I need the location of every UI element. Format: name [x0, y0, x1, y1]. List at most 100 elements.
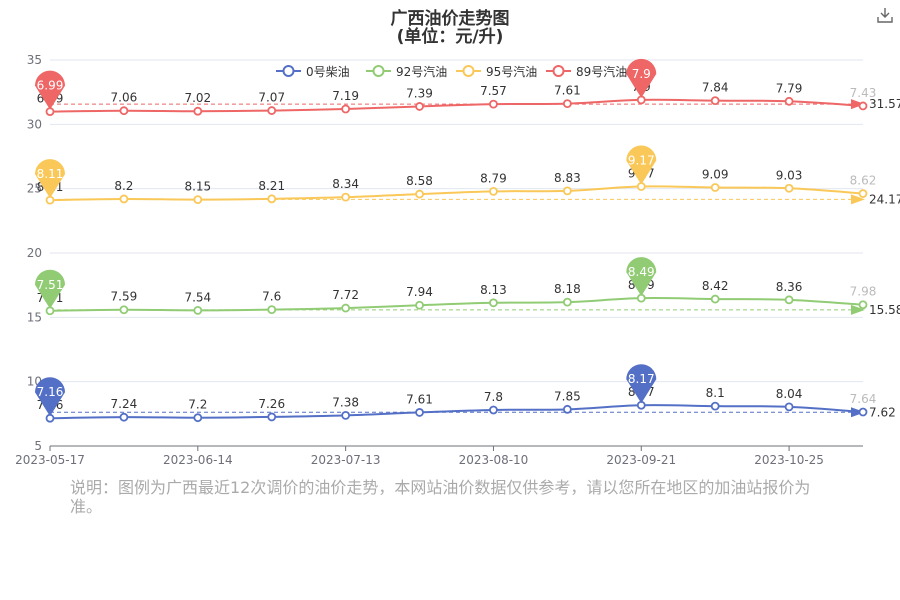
data-point	[858, 407, 868, 417]
chart-title: 广西油价走势图	[390, 9, 510, 29]
legend-item: 89号汽油	[546, 64, 627, 79]
max-pin: 8.17	[626, 364, 657, 404]
data-label: 8.36	[776, 280, 803, 294]
mark-line-arrow	[851, 99, 865, 110]
chart-subtitle: (单位：元/升)	[396, 27, 504, 47]
series-0号柴油: 7.627.167.247.27.267.387.617.87.858.178.…	[37, 385, 896, 423]
x-tick-label: 2023-09-21	[606, 453, 676, 467]
max-pin-shape	[626, 257, 657, 297]
mark-line-arrow	[851, 304, 865, 315]
data-label: 7.39	[406, 86, 433, 100]
x-tick-label: 2023-05-17	[15, 453, 85, 467]
min-pin: 7.16	[35, 377, 65, 417]
data-point	[710, 401, 720, 411]
download-icon[interactable]	[876, 6, 894, 24]
data-label: 8.79	[480, 171, 507, 185]
mark-line-label: 7.62	[869, 405, 896, 419]
data-point	[415, 300, 424, 310]
data-label: 8.83	[554, 171, 581, 185]
max-pin-shape	[626, 364, 657, 404]
x-tick-label: 2023-10-25	[754, 453, 824, 467]
data-label: 7.85	[554, 389, 581, 403]
chart-note: 说明：图例为广西最近12次调价的油价走势，本网站油价数据仅供参考，请以您所在地区…	[70, 478, 811, 516]
max-pin-label: 9.17	[628, 153, 655, 167]
data-label: 7.57	[480, 84, 507, 98]
data-point	[489, 405, 498, 415]
mark-line-label: 15.58	[869, 303, 900, 317]
series-line	[49, 297, 864, 312]
data-point	[489, 186, 498, 196]
data-label: 7.61	[406, 392, 433, 406]
data-label: 7.98	[850, 285, 877, 299]
mark-line-arrow	[851, 407, 865, 418]
data-point	[562, 404, 572, 414]
data-point	[341, 303, 351, 313]
data-label: 7.6	[262, 290, 281, 304]
data-point	[784, 295, 794, 305]
max-pin-shape	[626, 145, 657, 185]
y-tick-label: 20	[27, 246, 42, 260]
data-point	[341, 192, 351, 202]
min-pin: 8.11	[35, 159, 65, 199]
legend-item: 92号汽油	[366, 64, 447, 79]
y-tick-label: 5	[34, 439, 42, 453]
data-label: 8.21	[258, 179, 285, 193]
y-tick-label: 15	[27, 310, 42, 324]
legend-symbol	[552, 65, 565, 77]
legend-item: 0号柴油	[276, 65, 350, 79]
min-pin-label: 6.99	[37, 79, 64, 93]
y-tick-label: 30	[27, 117, 42, 131]
data-label: 7.61	[554, 84, 581, 98]
data-label: 7.19	[332, 89, 359, 103]
max-pin: 9.17	[626, 145, 657, 185]
data-point	[119, 412, 129, 422]
data-point	[710, 294, 720, 304]
data-point	[784, 96, 794, 106]
data-point	[341, 410, 351, 420]
legend-label: 95号汽油	[486, 64, 537, 79]
data-label: 7.24	[111, 397, 138, 411]
data-label: 7.8	[484, 390, 503, 404]
min-pin: 6.99	[35, 70, 65, 110]
data-label: 7.02	[184, 91, 211, 105]
legend-label: 89号汽油	[576, 64, 627, 79]
data-point	[858, 101, 868, 111]
series-95号汽油: 24.178.118.28.158.218.348.588.798.839.17…	[37, 166, 900, 206]
data-point	[119, 305, 129, 315]
data-label: 8.1	[706, 386, 725, 400]
legend-label: 0号柴油	[306, 65, 350, 79]
data-label: 8.15	[184, 180, 211, 194]
legend-symbol	[282, 65, 295, 77]
legend-item: 95号汽油	[456, 64, 537, 79]
data-point	[267, 194, 277, 204]
data-point	[415, 102, 424, 111]
data-label: 8.62	[850, 174, 877, 188]
data-label: 7.07	[258, 91, 285, 105]
data-point	[193, 106, 203, 116]
data-label: 7.59	[111, 290, 138, 304]
min-pin: 7.51	[35, 269, 65, 309]
data-point	[193, 195, 203, 205]
x-tick-label: 2023-06-14	[163, 453, 233, 467]
data-point	[784, 402, 794, 412]
series-line	[49, 98, 864, 113]
min-pin-label: 7.16	[37, 385, 64, 399]
mark-line-label: 24.17	[869, 192, 900, 206]
data-point	[562, 99, 572, 109]
mark-line-label: 31.57	[869, 97, 900, 111]
data-point	[784, 183, 794, 193]
data-label: 7.64	[850, 392, 877, 406]
max-pin-label: 8.49	[628, 265, 655, 279]
data-point	[119, 106, 129, 116]
data-label: 7.72	[332, 288, 359, 302]
data-label: 8.34	[332, 177, 359, 191]
data-label: 7.84	[702, 81, 729, 95]
series-89号汽油: 31.576.997.067.027.077.197.397.577.617.9…	[37, 80, 900, 116]
data-point	[562, 297, 572, 307]
data-point	[267, 106, 277, 115]
y-tick-label: 25	[27, 182, 42, 196]
data-point	[858, 189, 868, 198]
data-label: 7.94	[406, 285, 433, 299]
